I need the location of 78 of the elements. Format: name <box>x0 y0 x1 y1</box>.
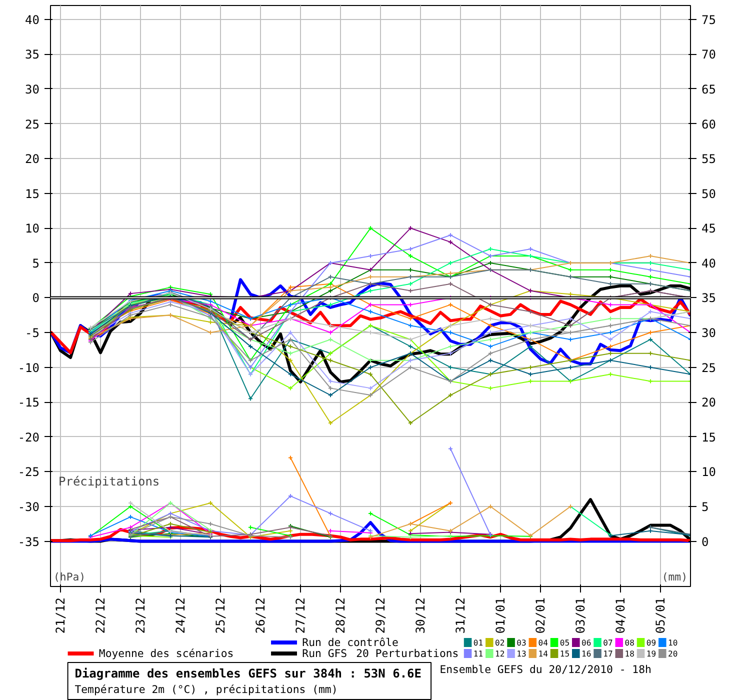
x-tick-label: 04/01 <box>614 598 628 634</box>
legend-label: 18 <box>624 650 635 658</box>
x-tick-label: 02/01 <box>534 598 548 634</box>
y-tick-label: -5 <box>25 326 40 340</box>
y-axis-title: (hPa) <box>54 570 86 584</box>
y2-tick-label: 45 <box>702 222 716 236</box>
legend-label: 10 <box>668 638 678 648</box>
legend-label: 03 <box>516 638 526 648</box>
y2-tick-label: 5 <box>702 500 709 514</box>
y2-tick-label: 30 <box>702 326 716 340</box>
x-tick-label: 31/12 <box>454 598 468 634</box>
legend-label: Moyenne des scénarios <box>98 647 234 660</box>
x-tick-label: 27/12 <box>294 598 308 634</box>
text: Température 2m (°C) , précipitations (mm) <box>74 683 338 696</box>
y2-tick-label: 10 <box>702 465 716 480</box>
y-tick-label: 15 <box>25 186 40 201</box>
y2-tick-label: 50 <box>702 186 716 201</box>
y-tick-label: 10 <box>25 222 40 236</box>
x-tick-label: 26/12 <box>254 598 268 634</box>
y-tick-label: -35 <box>18 534 40 549</box>
legend-label: 14 <box>538 650 548 658</box>
legend-label: 08 <box>624 638 635 648</box>
legend-label: 19 <box>646 650 656 658</box>
y-tick-label: -25 <box>18 465 40 480</box>
legend-label: 02 <box>495 638 505 648</box>
y-tick-label: 5 <box>32 256 40 270</box>
legend-label: 17 <box>603 650 613 658</box>
text: Diagramme des ensembles GEFS sur 384h : 53N 6.6E <box>74 666 422 680</box>
x-tick-label: 30/12 <box>414 598 428 634</box>
text: Ensemble GEFS du 20/12/2010 - 18h <box>440 663 652 676</box>
x-tick-label: 05/01 <box>654 598 668 634</box>
legend-label: Run GFS <box>302 647 348 660</box>
y2-tick-label: 40 <box>702 256 716 270</box>
legend-label: 05 <box>560 638 570 648</box>
y-tick-label: -20 <box>18 430 40 444</box>
legend-label: 12 <box>495 650 505 658</box>
legend-label: 09 <box>646 638 656 648</box>
y-tick-label: -15 <box>18 396 40 410</box>
legend-label: 11 <box>473 650 484 658</box>
y2-tick-label: 0 <box>702 534 709 549</box>
y2-tick-label: 65 <box>702 82 716 96</box>
y-tick-label: -10 <box>18 360 40 375</box>
y-tick-label: 0 <box>32 291 40 306</box>
y-tick-label: -30 <box>18 500 40 514</box>
y2-axis-title: (mm) <box>662 570 688 584</box>
x-tick-label: 23/12 <box>134 598 148 634</box>
y2-tick-label: 35 <box>702 291 716 306</box>
y2-tick-label: 55 <box>702 152 716 166</box>
legend-label: 07 <box>603 638 613 648</box>
legend-label: 16 <box>582 650 592 658</box>
legend-label: 15 <box>560 650 570 658</box>
y2-tick-label: 20 <box>702 396 716 410</box>
y-tick-label: 40 <box>25 12 40 27</box>
y2-tick-label: 75 <box>702 12 716 27</box>
x-tick-label: 28/12 <box>334 598 348 634</box>
y-tick-label: 30 <box>25 82 40 96</box>
annotation: Précipitations <box>58 474 160 488</box>
y-tick-label: 25 <box>25 117 40 132</box>
x-tick-label: 21/12 <box>54 598 68 634</box>
y2-tick-label: 25 <box>702 360 716 375</box>
legend-label: 06 <box>582 638 592 648</box>
legend-label: 04 <box>538 638 548 648</box>
y-tick-label: 35 <box>25 48 40 62</box>
x-tick-label: 01/01 <box>494 598 508 634</box>
y-tick-label: 20 <box>25 152 40 166</box>
legend-label: Run de contrôle <box>302 636 398 649</box>
x-tick-label: 25/12 <box>214 598 228 634</box>
x-tick-label: 29/12 <box>374 598 388 634</box>
legend-title: 20 Perturbations <box>356 647 459 660</box>
x-tick-label: 03/01 <box>574 598 588 634</box>
y2-tick-label: 15 <box>702 430 716 444</box>
x-tick-label: 24/12 <box>174 598 188 634</box>
y2-tick-label: 70 <box>702 48 716 62</box>
legend-label: 20 <box>668 650 678 658</box>
legend-label: 01 <box>473 638 484 648</box>
legend-label: 13 <box>516 650 526 658</box>
x-tick-label: 22/12 <box>94 598 108 634</box>
y2-tick-label: 60 <box>702 117 716 132</box>
